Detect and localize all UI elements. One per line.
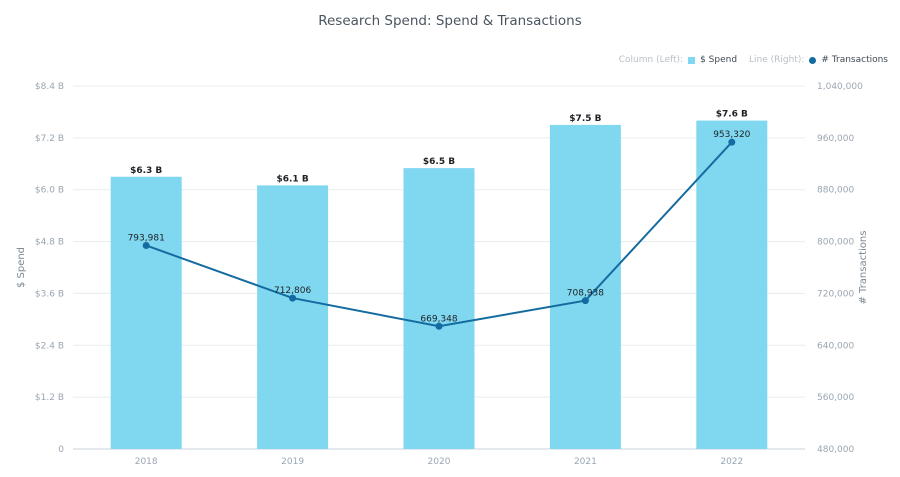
y-left-tick-label: $6.0 B: [35, 186, 64, 196]
transactions-point-2020: [435, 322, 443, 330]
transactions-point-label: 669,348: [420, 314, 457, 324]
transactions-point-2022: [728, 138, 736, 146]
transactions-point-label: 712,806: [274, 286, 311, 296]
bar-2020: [403, 168, 475, 449]
legend-item-transactions-label: # Transactions: [821, 55, 888, 65]
legend: Column (Left): $ Spend Line (Right): # T…: [619, 55, 888, 65]
y-left-tick-label: $4.8 B: [35, 238, 64, 248]
chart-title: Research Spend: Spend & Transactions: [318, 13, 582, 29]
transactions-point-label: 953,320: [713, 130, 750, 140]
y-right-tick-label: 640,000: [817, 341, 854, 351]
bar-value-label: $7.6 B: [716, 110, 748, 120]
legend-item-spend[interactable]: $ Spend: [688, 55, 737, 65]
transactions-point-2018: [142, 241, 150, 249]
x-tick-label: 2020: [428, 457, 451, 467]
x-tick-label: 2018: [135, 457, 158, 467]
legend-column-group-label: Column (Left):: [618, 55, 684, 65]
transactions-point-label: 793,981: [128, 233, 165, 243]
y-left-tick-label: $7.2 B: [35, 134, 64, 144]
y-left-axis-title: $ Spend: [16, 247, 27, 288]
bar-2019: [257, 185, 329, 449]
y-right-axis-title: # Transactions: [858, 231, 869, 305]
y-right-tick-label: 800,000: [817, 238, 854, 248]
y-right-tick-label: 880,000: [817, 186, 854, 196]
bar-value-label: $6.3 B: [130, 166, 162, 176]
transactions-point-label: 708,938: [567, 289, 604, 299]
y-left-tick-label: $3.6 B: [35, 289, 64, 299]
bar-value-label: $6.1 B: [276, 174, 308, 184]
y-right-tick-label: 720,000: [817, 289, 854, 299]
legend-line-group-label: Line (Right):: [749, 55, 805, 65]
x-tick-label: 2022: [720, 457, 743, 467]
y-left-tick-label: $8.4 B: [35, 82, 64, 92]
x-tick-label: 2021: [574, 457, 597, 467]
x-tick-label: 2019: [281, 457, 304, 467]
y-right-tick-label: 1,040,000: [817, 82, 863, 92]
bar-value-label: $7.5 B: [569, 114, 601, 124]
y-right-tick-label: 480,000: [817, 445, 854, 455]
transactions-point-2021: [581, 297, 589, 305]
transactions-point-2019: [289, 294, 297, 302]
y-left-tick-label: $2.4 B: [35, 341, 64, 351]
legend-bar-swatch: [688, 56, 696, 64]
bar-2021: [549, 124, 621, 450]
y-right-tick-label: 560,000: [817, 393, 854, 403]
bar-value-label: $6.5 B: [423, 157, 455, 167]
bar-2018: [110, 176, 182, 449]
y-left-tick-label: 0: [58, 445, 64, 455]
legend-item-spend-label: $ Spend: [700, 55, 738, 65]
y-left-tick-label: $1.2 B: [35, 393, 64, 403]
bar-2022: [696, 120, 768, 450]
legend-item-transactions[interactable]: # Transactions: [809, 55, 888, 65]
y-right-tick-label: 960,000: [817, 134, 854, 144]
legend-dot-swatch: [809, 56, 817, 64]
